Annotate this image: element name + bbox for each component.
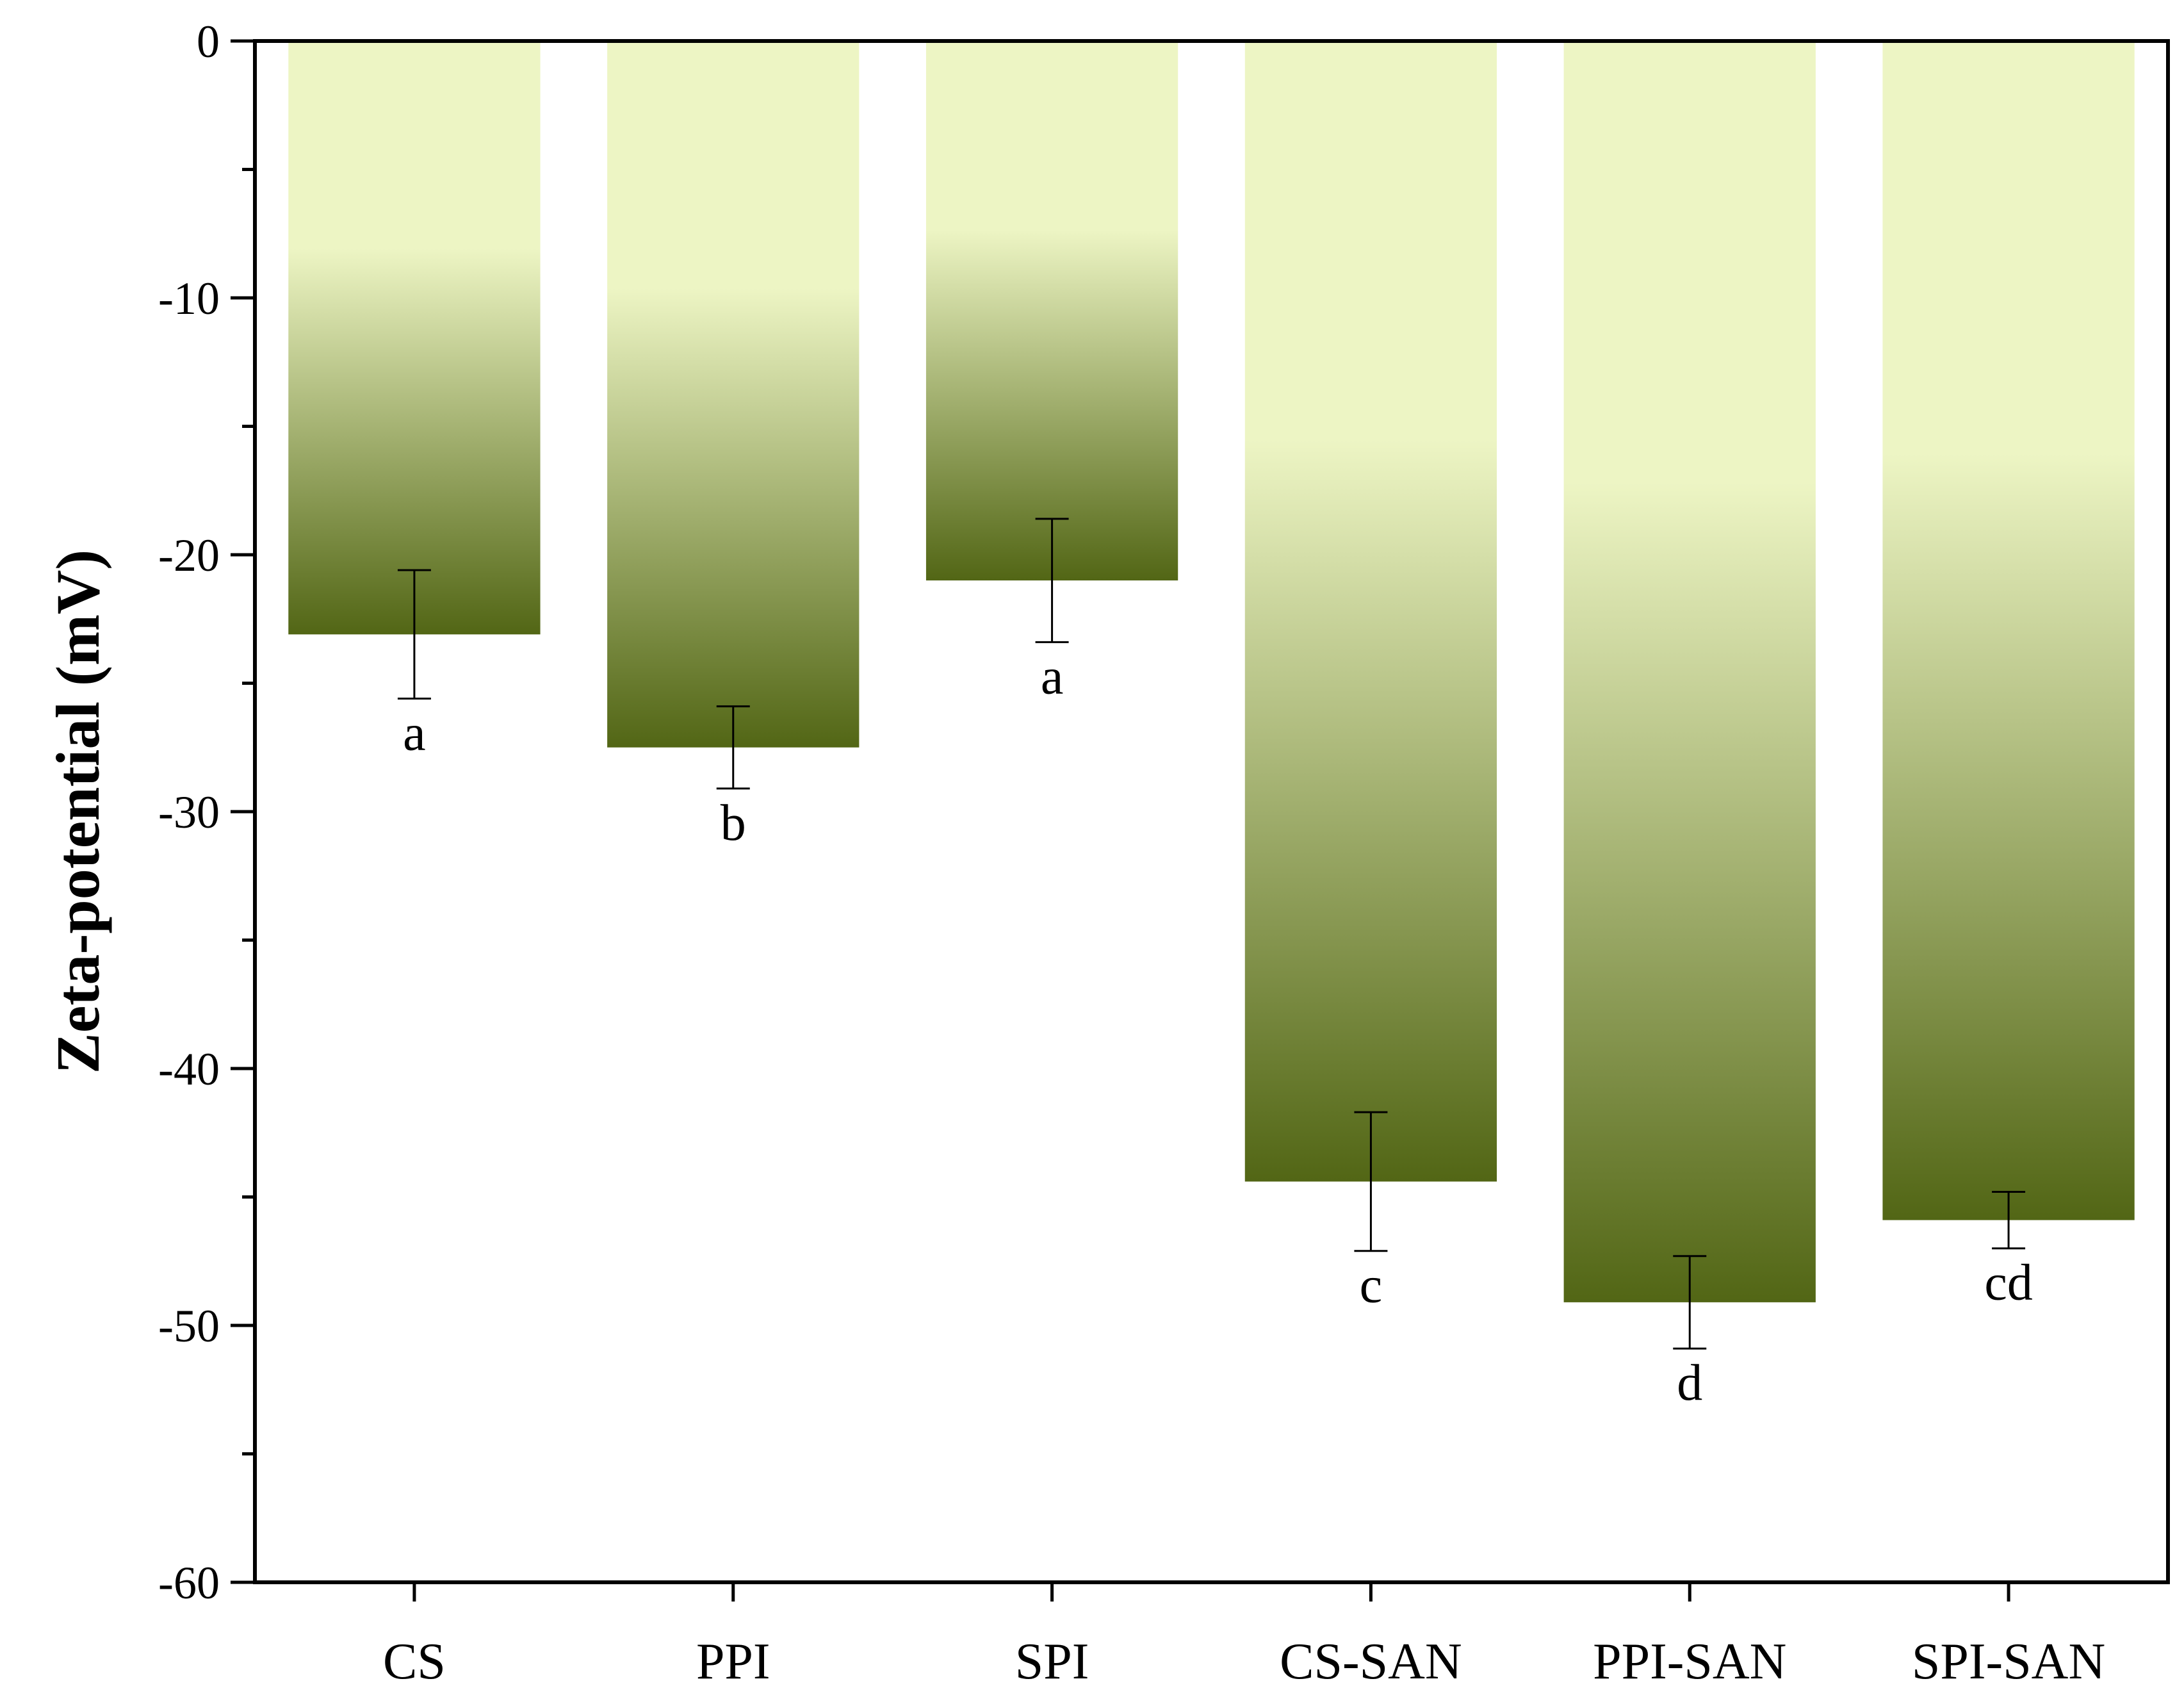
plot-frame — [253, 39, 2170, 1584]
significance-letter: c — [1360, 1258, 1383, 1314]
y-axis: 0 -10 -20 -30 -40 -50 -60 — [158, 16, 255, 1609]
y-axis-title: Zeta-potential (mV) — [44, 550, 112, 1074]
bar-ppi-san — [1563, 41, 1816, 1302]
bar-spi-san — [1882, 41, 2135, 1220]
y-tick-label: -20 — [158, 530, 220, 581]
y-tick-label: 0 — [197, 16, 220, 67]
x-tick-label: SPI — [1015, 1634, 1089, 1688]
error-bars-layer — [397, 518, 2026, 1350]
x-tick-label: CS — [383, 1634, 446, 1688]
x-tick-label: CS-SAN — [1280, 1634, 1462, 1688]
bars-layer — [288, 41, 2135, 1302]
significance-letter: b — [721, 795, 746, 851]
significance-letter: a — [1041, 648, 1064, 705]
bar-spi — [925, 41, 1178, 581]
bar-cs-san — [1244, 41, 1497, 1182]
significance-letter: cd — [1984, 1255, 2033, 1311]
y-tick-label: -50 — [158, 1300, 220, 1352]
significance-letter: a — [403, 705, 426, 762]
bar-ppi — [607, 41, 860, 748]
x-tick-label: PPI — [696, 1634, 770, 1688]
y-tick-label: -40 — [158, 1044, 220, 1095]
y-tick-label: -30 — [158, 787, 220, 838]
y-tick-label: -10 — [158, 273, 220, 324]
x-tick-label: PPI-SAN — [1593, 1634, 1786, 1688]
y-tick-label: -60 — [158, 1557, 220, 1609]
bar-cs — [288, 41, 541, 635]
significance-letter: d — [1677, 1355, 1702, 1411]
x-tick-label: SPI-SAN — [1912, 1634, 2105, 1688]
x-axis: CS PPI SPI CS-SAN PPI-SAN SPI-SAN — [383, 1582, 2105, 1688]
